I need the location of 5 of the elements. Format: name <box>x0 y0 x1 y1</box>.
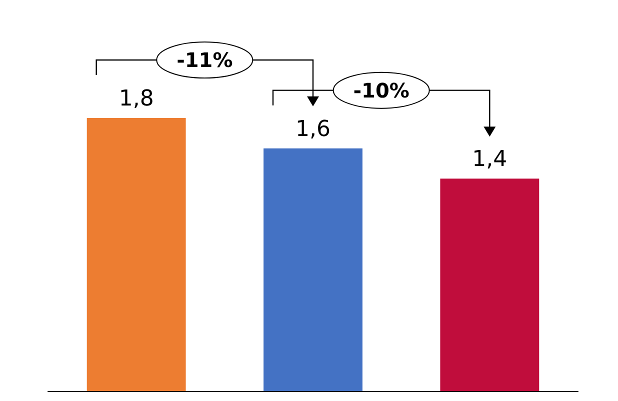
data-label: 1,6 <box>296 116 330 142</box>
text: -10% <box>353 78 410 102</box>
data-label: 1,8 <box>118 86 154 112</box>
text: -11% <box>176 48 233 72</box>
data-label: 1,4 <box>472 147 508 172</box>
